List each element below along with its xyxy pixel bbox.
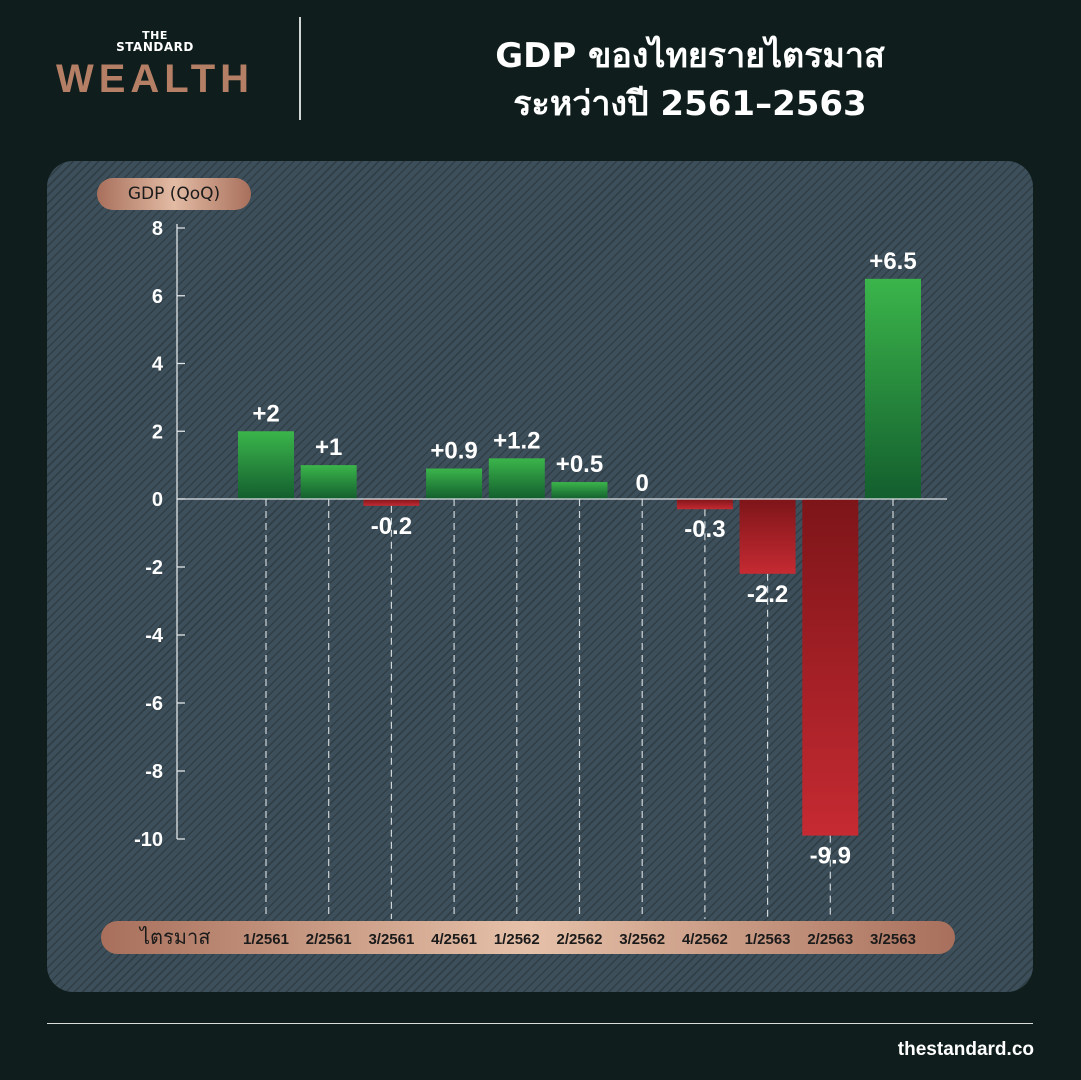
- x-axis-title: ไตรมาส: [140, 925, 211, 949]
- category-label: 3/2561: [368, 931, 414, 948]
- gdp-bar-chart: 8 6 4 2 0 -2 -4 -6 -8 -10 +2 +1 -0.2 +0.9 +1.2 +0.5 0 -0.…: [134, 218, 947, 948]
- category-label: 1/2561: [243, 931, 289, 948]
- y-tick-label: -6: [145, 693, 163, 715]
- bar-2/2561: [300, 465, 357, 499]
- logo-the: THE: [142, 29, 168, 42]
- category-label: 2/2563: [807, 931, 853, 948]
- data-label: +1.2: [493, 427, 540, 454]
- x-axis-band: ไตรมาส: [101, 921, 955, 954]
- y-tick-label: 6: [152, 286, 163, 308]
- bar-1/2561: [238, 431, 294, 499]
- bar-3/2561: [363, 499, 420, 506]
- category-label: 4/2562: [682, 931, 728, 948]
- category-label: 3/2563: [870, 931, 916, 948]
- page-title: GDP ของไทยรายไตรมาส ระหว่างปี 2561–2563: [400, 32, 980, 128]
- data-label: -2.2: [747, 581, 788, 608]
- bar-3/2563: [865, 278, 921, 499]
- bar-1/2563: [739, 499, 796, 574]
- title-line-2: ระหว่างปี 2561–2563: [513, 84, 867, 124]
- data-label: +1: [315, 434, 342, 461]
- y-axis-title: GDP (QoQ): [97, 178, 251, 210]
- data-label: +0.5: [556, 451, 603, 478]
- y-tick-label: 2: [152, 421, 163, 443]
- footer-url: thestandard.co: [897, 1039, 1034, 1060]
- data-label: 0: [636, 470, 649, 497]
- data-label: +6.5: [869, 248, 916, 275]
- data-label: +0.9: [430, 438, 477, 465]
- category-label: 3/2562: [619, 931, 665, 948]
- logo-wealth: WEALTH: [55, 57, 255, 101]
- y-tick-label: -10: [134, 829, 163, 851]
- y-tick-label: 4: [152, 354, 164, 376]
- y-tick-label: 8: [152, 218, 163, 240]
- title-line-1: GDP ของไทยรายไตรมาส: [495, 36, 885, 76]
- bar-1/2562: [488, 458, 545, 499]
- logo-standard: STANDARD: [116, 40, 194, 54]
- bar-2/2562: [551, 482, 608, 499]
- data-label: -9.9: [810, 843, 851, 870]
- category-label: 2/2561: [306, 931, 352, 948]
- category-label: 1/2563: [745, 931, 791, 948]
- footer-divider: [47, 1023, 1033, 1024]
- category-label: 4/2561: [431, 931, 477, 948]
- data-label: -0.3: [684, 516, 725, 543]
- y-tick-label: -8: [145, 761, 163, 783]
- category-label: 1/2562: [494, 931, 540, 948]
- chart-panel: GDP (QoQ) ไตรมาส 8 6 4 2 0 -2 -4 -6 -8 -10 +2 +1 -0.…: [47, 161, 1033, 992]
- y-tick-label: -4: [145, 625, 164, 647]
- header-divider: [299, 17, 301, 120]
- y-tick-label: 0: [152, 489, 163, 511]
- y-tick-label: -2: [145, 557, 163, 579]
- brand-logo: THE STANDARD WEALTH: [50, 30, 260, 102]
- category-label: 2/2562: [557, 931, 603, 948]
- bar-2/2563: [802, 499, 859, 836]
- data-label: +2: [252, 400, 279, 427]
- bar-4/2562: [676, 499, 733, 510]
- data-label: -0.2: [371, 513, 412, 540]
- bar-4/2561: [426, 468, 483, 499]
